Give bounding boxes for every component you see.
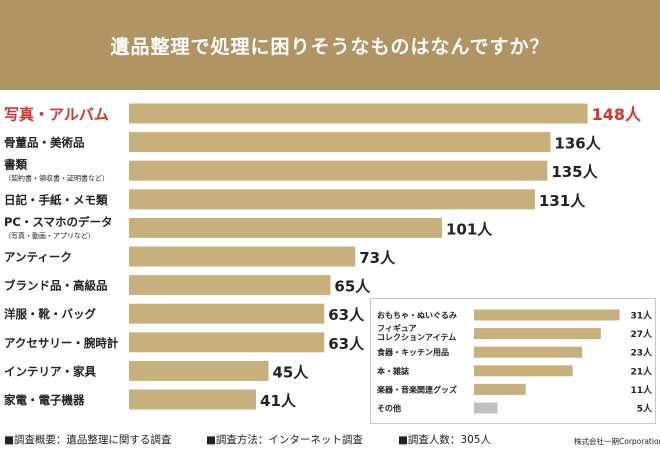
bar (129, 103, 588, 124)
company-credit: 株式会社一期Corporation (574, 437, 660, 446)
category-label: 食器・キッチン用品 (377, 347, 449, 357)
bar (129, 189, 535, 210)
bar (474, 365, 573, 377)
chart-title: 遺品整理で処理に困りそうなものはなんですか？ (110, 35, 550, 58)
bar (129, 303, 325, 324)
category-label: 写真・アルバム (4, 106, 109, 124)
data-label: 11人 (630, 384, 653, 396)
data-label: 23人 (630, 347, 653, 359)
data-label: 65人 (334, 278, 371, 296)
category-label: PC・スマホのデータ (4, 215, 113, 229)
title-banner: 遺品整理で処理に困りそうなものはなんですか？ (0, 0, 660, 90)
bar (129, 160, 548, 181)
data-label: 5人 (637, 403, 653, 415)
data-label: 63人 (328, 306, 365, 324)
category-label: アクセサリー・腕時計 (4, 336, 119, 350)
data-label: 135人 (551, 163, 598, 181)
data-label: 27人 (630, 328, 653, 340)
category-label: 書類 (4, 158, 27, 172)
data-label: 63人 (328, 335, 365, 353)
bar (129, 217, 442, 238)
category-label: コレクションアイテム (377, 332, 456, 342)
category-label: フィギュア (377, 323, 417, 333)
category-label: 日記・手紙・メモ類 (4, 193, 108, 207)
bar (129, 360, 269, 381)
category-sublabel: （契約書・領収書・証明書など） (4, 174, 109, 183)
category-label: アンティーク (4, 250, 72, 264)
data-label: 148人 (592, 105, 642, 124)
category-label: インテリア・家具 (4, 364, 96, 378)
category-label: 骨董品・美術品 (4, 136, 85, 150)
data-label: 136人 (554, 135, 601, 153)
inset-chart-panel: おもちゃ・ぬいぐるみ 31人フィギュア コレクションアイテム 27人食器・キッチン用品… (370, 298, 656, 424)
data-label: 41人 (260, 392, 297, 410)
survey-overview: ■調査概要：遺品整理に関する調査 (4, 434, 172, 446)
category-sublabel: （写真・動画・アプリなど） (4, 231, 95, 240)
bar (474, 346, 583, 358)
data-label: 31人 (630, 310, 653, 322)
bar (129, 132, 551, 153)
category-label: その他 (377, 403, 401, 413)
category-label: 本・雑誌 (376, 366, 409, 376)
bar (474, 383, 526, 395)
data-label: 45人 (272, 363, 309, 381)
category-label: 家電・電子機器 (4, 393, 85, 407)
bar (129, 389, 257, 410)
bar (129, 246, 356, 267)
category-label: おもちゃ・ぬいぐるみ (377, 311, 457, 320)
category-label: 洋服・靴・バッグ (4, 307, 96, 321)
bar (474, 309, 620, 321)
footer: ■調査概要：遺品整理に関する調査 ■調査方法：インターネット調査 ■調査人数：3… (4, 432, 660, 448)
data-label: 21人 (630, 365, 653, 377)
bar (129, 275, 331, 296)
data-label: 101人 (446, 220, 493, 238)
data-label: 131人 (539, 192, 586, 210)
bar (129, 332, 325, 353)
bar (474, 328, 601, 340)
category-label: ブランド品・高級品 (4, 279, 108, 293)
survey-respondents: ■調査人数：305人 (398, 434, 491, 446)
category-label: 楽器・音楽関連グッズ (376, 384, 457, 394)
bar (474, 402, 498, 414)
data-label: 73人 (359, 249, 396, 267)
survey-method: ■調査方法：インターネット調査 (206, 434, 363, 446)
